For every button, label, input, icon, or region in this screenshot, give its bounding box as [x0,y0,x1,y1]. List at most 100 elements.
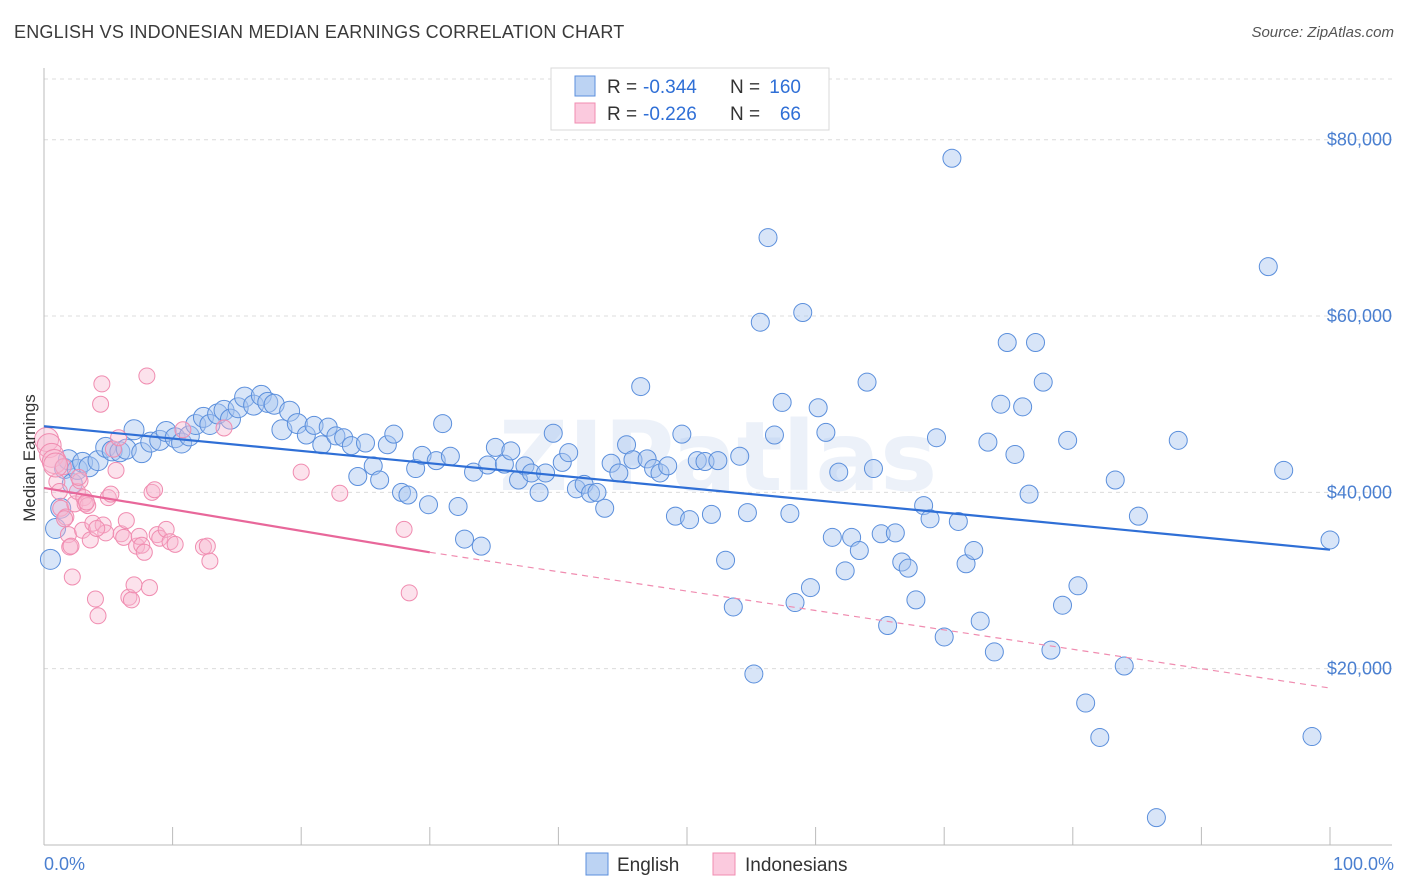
english-point [1302,727,1322,747]
english-point [1026,332,1046,352]
legend-n-label-2: N = [730,104,760,125]
indonesian-trend-extension [429,551,1331,689]
english-point [609,463,629,483]
english-point [1058,430,1078,450]
english-point [800,578,820,598]
english-point [348,466,368,486]
english-point [296,425,316,445]
english-point [515,456,535,476]
indonesian-point [115,528,133,546]
legend-n-value-1: 160 [769,77,801,98]
english-point [1128,506,1148,526]
english-point [39,548,61,570]
watermark: ZIPatlas [499,401,938,513]
x-tick-label-min: 0.0% [44,854,85,874]
indonesian-point [36,433,62,459]
indonesian-point [331,484,349,502]
english-point [1005,444,1025,464]
indonesian-point [125,576,143,594]
english-point [412,445,432,465]
english-point [398,485,418,505]
english-point [478,455,498,475]
english-point [384,424,404,444]
english-point [455,529,475,549]
legend-box: R = -0.344 N = 160 R = -0.226 N = 66 [550,67,830,131]
english-point [808,398,828,418]
y-tick-label-2: $60,000 [1327,306,1392,326]
english-point [658,456,678,476]
english-point [758,228,778,248]
english-point [857,372,877,392]
english-trend-line [43,425,1331,551]
indonesian-point [400,584,418,602]
english-point [501,441,521,461]
english-point [750,312,770,332]
english-point [772,392,792,412]
english-point [970,611,990,631]
english-point [835,561,855,581]
english-point [1146,808,1166,828]
indonesian-point [198,537,216,555]
legend-r-label-2: R = [607,104,637,125]
english-point [1168,430,1188,450]
english-point [701,504,721,524]
english-point [559,443,579,463]
x-tick-label-max: 100.0% [1333,854,1394,874]
english-point [227,397,249,419]
english-point [377,435,397,455]
english-point [1068,576,1088,596]
english-point [149,429,171,451]
english-point [304,415,324,435]
english-point [370,470,390,490]
english-point [926,428,946,448]
english-point [1114,656,1134,676]
indonesian-point [143,483,161,501]
english-point [631,377,651,397]
english-point [529,482,549,502]
english-point [730,446,750,466]
english-point [356,433,375,453]
gridlines [44,78,1392,670]
indonesian-point [43,452,69,478]
english-point [816,422,836,442]
english-point [1076,693,1096,713]
english-point [871,524,891,544]
english-point [234,386,256,408]
indonesian-point [138,367,156,385]
english-point [263,393,285,415]
bottom-legend-indonesians: Indonesians [745,855,847,876]
english-point [552,452,572,472]
english-point [948,511,968,531]
indonesian-point [70,468,88,486]
english-point [448,496,468,516]
english-point [942,148,962,168]
indonesian-point [93,375,111,393]
english-point [849,541,869,561]
legend-swatch-english [574,75,596,97]
english-point [433,414,453,434]
english-point [964,541,984,561]
bottom-legend-swatch-english [585,852,609,876]
english-point [984,642,1004,662]
indonesian-point [140,579,158,597]
english-point [991,394,1011,414]
english-point [665,506,685,526]
english-point [637,449,657,469]
english-point [219,408,241,430]
indonesian-point [97,524,115,542]
english-point [934,627,954,647]
trend-lines [43,425,1331,689]
english-point [485,437,505,457]
indonesian-point [62,537,80,555]
english-point [543,423,563,443]
indonesian-point [89,607,107,625]
indonesian-point [61,538,79,556]
english-point [1320,530,1340,550]
english-point [978,432,998,452]
english-point [793,303,813,323]
legend-n-label-1: N = [730,77,760,98]
english-point [708,451,728,471]
english-point [581,483,601,503]
english-point [898,558,918,578]
